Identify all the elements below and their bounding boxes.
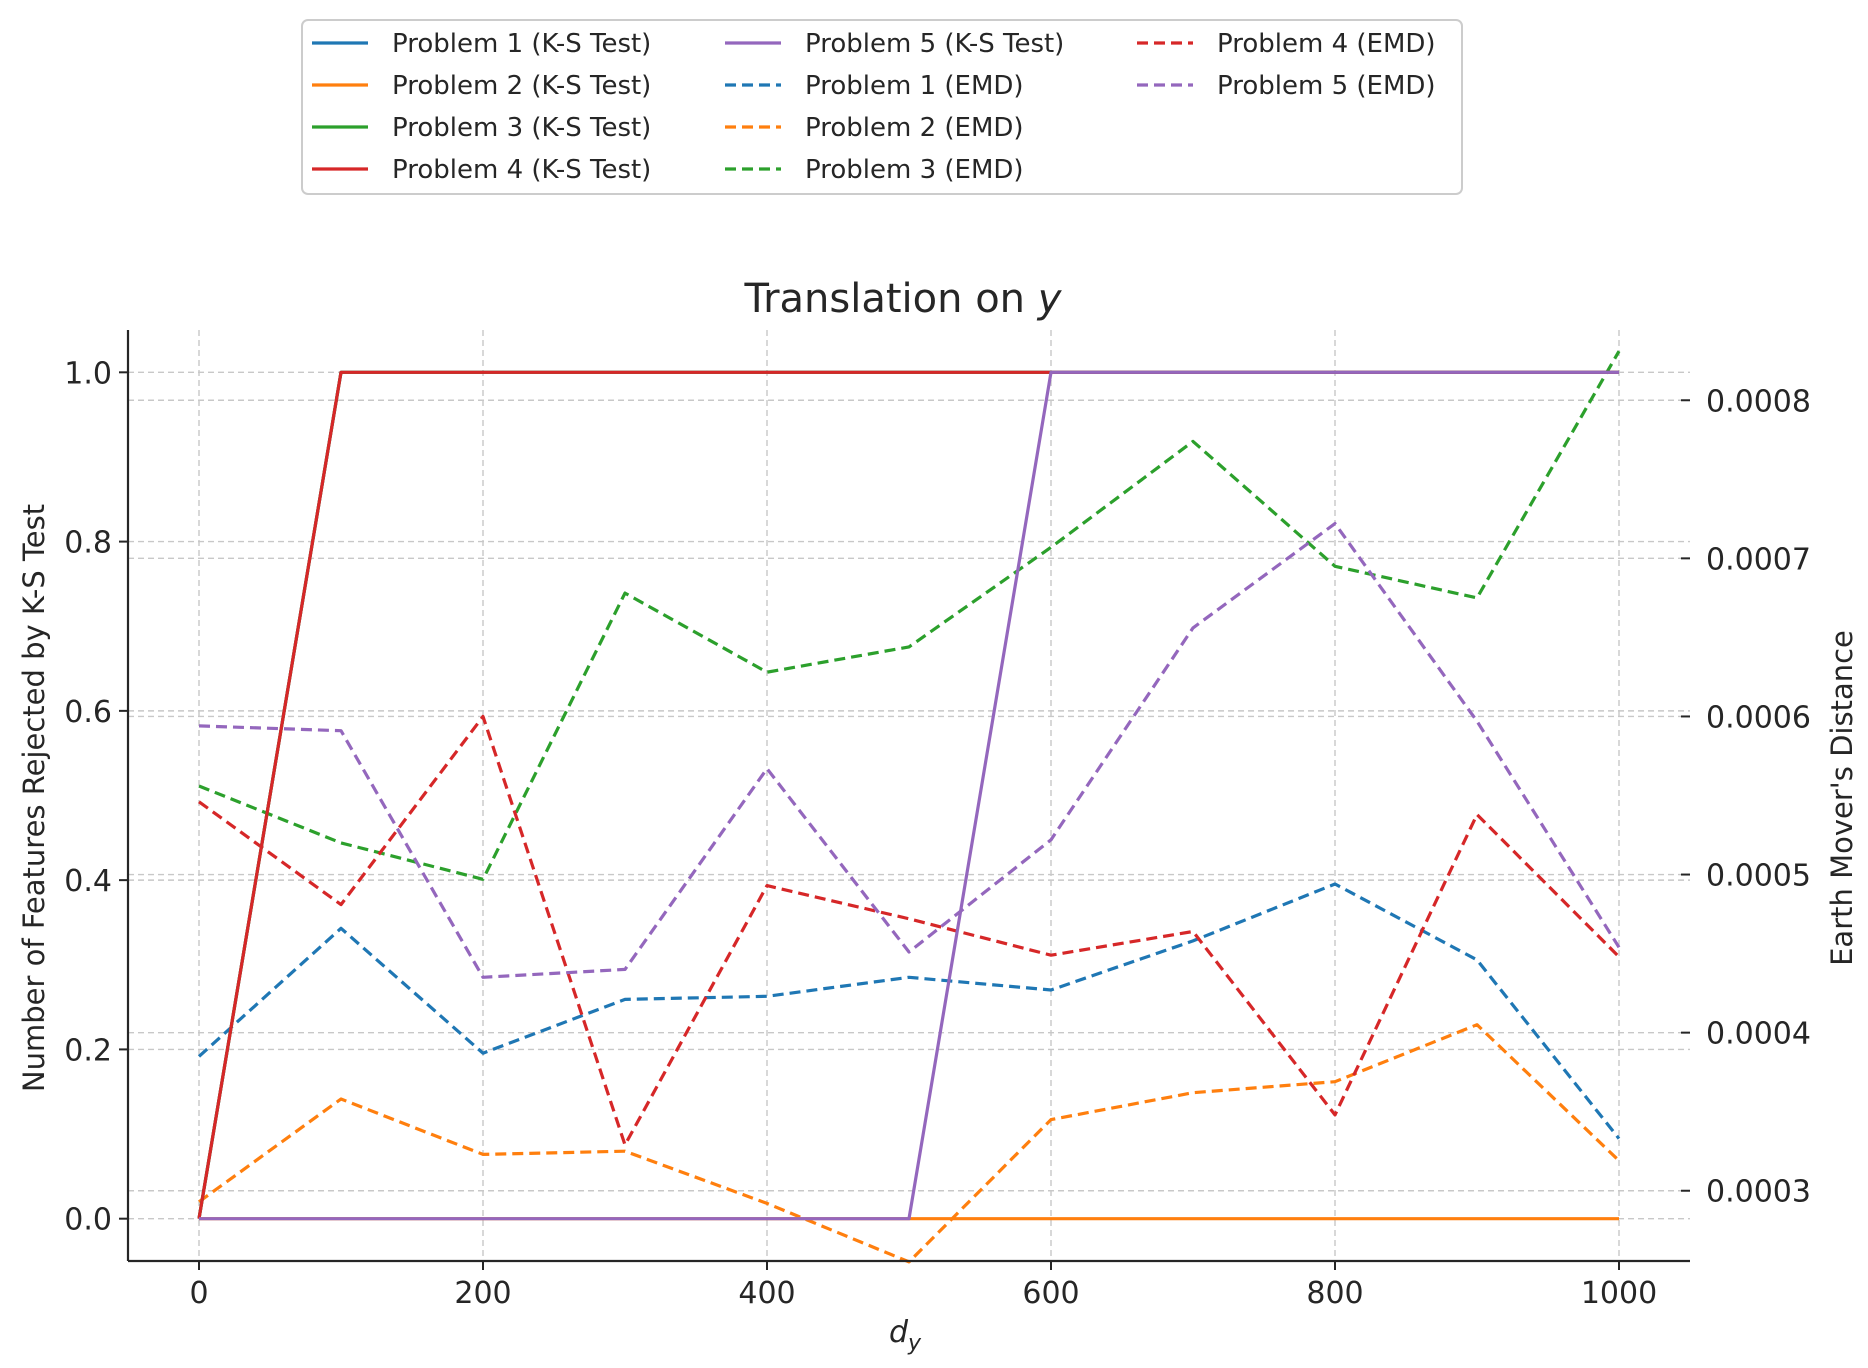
series-line-problem-5-emd xyxy=(198,521,1621,979)
x-tick-label: 800 xyxy=(1306,1276,1363,1311)
y-axis-label-left: Number of Features Rejected by K-S Test xyxy=(17,504,51,1092)
series-line-problem-3-emd xyxy=(198,350,1621,881)
series-lines xyxy=(197,350,1621,1264)
y-tick-label-left: 0.4 xyxy=(64,864,112,899)
series-line-problem-4-k-s-test xyxy=(197,370,1619,1219)
x-axis-label: dy xyxy=(889,1315,922,1356)
axes xyxy=(119,330,1690,1270)
y-tick-label-right: 0.0004 xyxy=(1706,1017,1811,1052)
x-axis-label-var: d xyxy=(889,1315,909,1350)
legend-entry-label: Problem 4 (K-S Test) xyxy=(392,155,651,185)
y-tick-label-left: 0.0 xyxy=(64,1203,112,1238)
legend-entry-label: Problem 3 (K-S Test) xyxy=(392,113,651,143)
chart-title-text: Translation on xyxy=(744,276,1026,322)
x-tick-labels: 0 200 400 600 800 1000 xyxy=(189,1276,1657,1311)
y-tick-label-left: 0.8 xyxy=(64,526,112,561)
y-tick-label-right: 0.0006 xyxy=(1706,700,1811,735)
legend-entry-label: Problem 1 (K-S Test) xyxy=(392,29,651,59)
y-axis-label-right: Earth Mover's Distance xyxy=(1825,630,1859,966)
legend-entry-label: Problem 2 (EMD) xyxy=(805,113,1024,143)
legend-entry-label: Problem 5 (EMD) xyxy=(1217,71,1436,101)
grid-right xyxy=(128,399,1690,1192)
y-tick-label-right: 0.0005 xyxy=(1706,859,1811,894)
y-tick-label-right: 0.0008 xyxy=(1706,384,1811,419)
chart-title: Translation on y xyxy=(744,276,1063,322)
x-tick-label: 1000 xyxy=(1581,1276,1657,1311)
legend-entry-label: Problem 2 (K-S Test) xyxy=(392,71,651,101)
chart-title-var: y xyxy=(1037,276,1063,322)
y-tick-label-right: 0.0003 xyxy=(1706,1175,1811,1210)
grid-left xyxy=(128,330,1690,1261)
legend-entry-label: Problem 5 (K-S Test) xyxy=(805,29,1064,59)
x-tick-label: 600 xyxy=(1022,1276,1079,1311)
y-tick-label-left: 1.0 xyxy=(64,356,112,391)
y-tick-label-left: 0.2 xyxy=(64,1033,112,1068)
series-line-problem-3-k-s-test xyxy=(197,370,1619,1219)
legend: Problem 1 (K-S Test) Problem 2 (K-S Test)… xyxy=(301,19,1463,195)
x-tick-label: 200 xyxy=(454,1276,511,1311)
series-line-problem-5-k-s-test xyxy=(199,370,1619,1221)
x-tick-label: 400 xyxy=(738,1276,795,1311)
legend-entry-label: Problem 4 (EMD) xyxy=(1217,29,1436,59)
y-tick-labels-left: 0.0 0.2 0.4 0.6 0.8 1.0 xyxy=(64,356,112,1237)
series-line-problem-1-emd xyxy=(197,882,1621,1140)
x-tick-label: 0 xyxy=(189,1276,208,1311)
y-tick-label-left: 0.6 xyxy=(64,695,112,730)
legend-entry-label: Problem 1 (EMD) xyxy=(805,71,1024,101)
series-line-problem-4-emd xyxy=(198,714,1621,1147)
series-line-problem-2-emd xyxy=(198,1023,1621,1264)
y-tick-label-right: 0.0007 xyxy=(1706,542,1811,577)
legend-entry-label: Problem 3 (EMD) xyxy=(805,155,1024,185)
x-axis-label-sub: y xyxy=(907,1331,922,1356)
y-tick-labels-right: 0.0003 0.0004 0.0005 0.0006 0.0007 0.0008 xyxy=(1706,384,1811,1209)
legend-frame xyxy=(301,19,1463,195)
series-line-problem-1-k-s-test xyxy=(197,370,1619,1219)
